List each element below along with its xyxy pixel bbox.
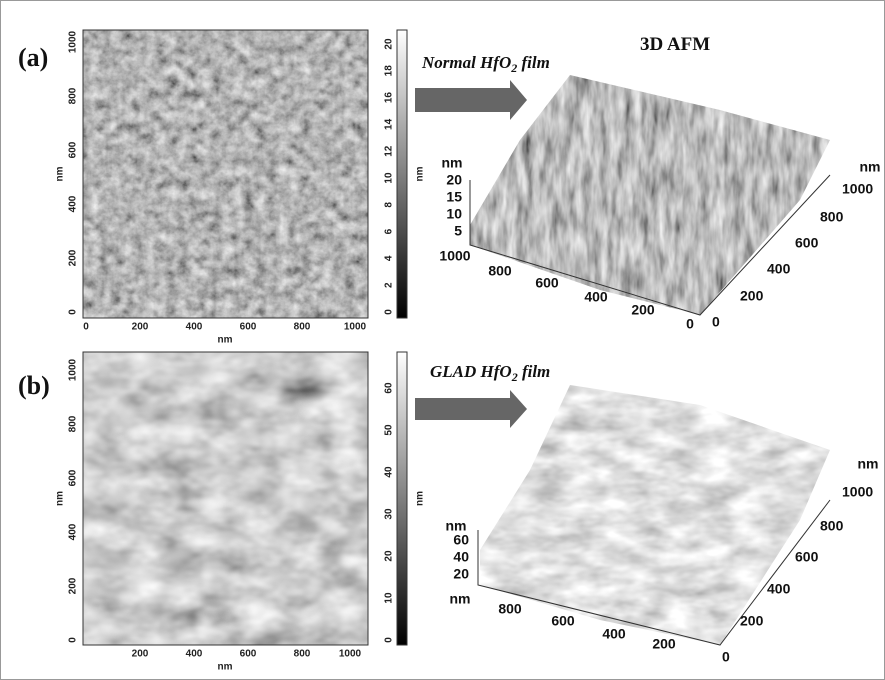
figure: 3D AFM (a)Normal HfO2 film02004006008001… [0, 0, 885, 680]
image-x-tick: 600 [240, 649, 257, 660]
image-x-tick: 200 [132, 322, 149, 333]
image-x-tick: 1000 [339, 649, 362, 660]
surface-z-unit: nm [446, 518, 467, 534]
surface-side-tick: 0 [722, 649, 730, 665]
image-y-unit: nm [55, 166, 66, 181]
image-x-tick: 0 [83, 322, 89, 333]
colorbar [397, 30, 407, 318]
surface-front-tick: 800 [498, 601, 522, 617]
image-x-tick: 600 [240, 322, 257, 333]
colorbar-tick: 0 [384, 637, 395, 643]
surface-z-tick: 10 [446, 206, 462, 222]
colorbar-tick: 50 [384, 424, 395, 436]
image-y-tick: 0 [68, 309, 79, 315]
film-title: GLAD HfO2 film [430, 362, 550, 384]
film-subscript: 2 [510, 61, 517, 75]
image-x-tick: 400 [186, 322, 203, 333]
colorbar-tick: 0 [384, 309, 395, 315]
colorbar-tick: 40 [384, 466, 395, 478]
surface-side-tick: 200 [740, 288, 764, 304]
surface-front-tick: 1000 [439, 248, 470, 264]
surface-front-tick: 800 [488, 263, 512, 279]
surface-front-tick: 600 [551, 613, 575, 629]
colorbar-tick: 20 [384, 550, 395, 562]
surface-side-unit: nm [860, 159, 881, 175]
image-y-tick: 1000 [68, 30, 79, 53]
surface-front-tick: 400 [584, 289, 608, 305]
image-y-tick: 600 [68, 141, 79, 158]
colorbar-tick: 16 [384, 92, 395, 104]
image-y-tick: 400 [68, 523, 79, 540]
image-x-tick: 200 [132, 649, 149, 660]
panel-label: (a) [18, 43, 48, 72]
image-x-tick: 800 [294, 322, 311, 333]
film-subscript: 2 [511, 370, 518, 384]
surface-z-tick: 15 [446, 189, 462, 205]
film-name: GLAD HfO [430, 362, 512, 381]
surface-front-tick: 0 [686, 316, 694, 332]
film-name: Normal HfO [421, 53, 511, 72]
surface-side-tick: 0 [712, 314, 720, 330]
surface-z-tick: 20 [446, 172, 462, 188]
colorbar-unit: nm [415, 491, 426, 506]
colorbar-tick: 10 [384, 172, 395, 184]
surface-front-tick: 600 [535, 275, 559, 291]
film-tail: film [518, 362, 551, 381]
afm-image [83, 30, 368, 318]
surface-z-tick: 60 [453, 532, 469, 548]
surface-side-tick: 400 [767, 581, 791, 597]
surface-side-tick: 600 [795, 549, 819, 565]
colorbar [397, 352, 407, 645]
film-tail: film [517, 53, 550, 72]
colorbar-tick: 20 [384, 38, 395, 50]
film-title: Normal HfO2 film [421, 53, 550, 75]
image-x-tick: 400 [186, 649, 203, 660]
surface-side-tick: 400 [767, 261, 791, 277]
surface-front-tick: 200 [631, 302, 655, 318]
image-y-tick: 200 [68, 249, 79, 266]
image-y-tick: 800 [68, 415, 79, 432]
surface-side-tick: 1000 [842, 181, 873, 197]
afm-image [83, 352, 368, 645]
colorbar-tick: 18 [384, 65, 395, 77]
image-y-tick: 200 [68, 577, 79, 594]
surface-front-unit: nm [450, 591, 471, 607]
image-x-unit: nm [218, 335, 233, 346]
surface-side-tick: 600 [795, 235, 819, 251]
surface-z-tick: 20 [453, 566, 469, 582]
colorbar-tick: 12 [384, 145, 395, 157]
header-title: 3D AFM [640, 34, 710, 55]
colorbar-tick: 8 [384, 202, 395, 208]
colorbar-unit: nm [415, 166, 426, 181]
surface-side-tick: 200 [740, 613, 764, 629]
colorbar-tick: 6 [384, 228, 395, 234]
image-y-tick: 800 [68, 87, 79, 104]
colorbar-tick: 60 [384, 382, 395, 394]
image-x-tick: 1000 [344, 322, 367, 333]
image-y-tick: 0 [68, 637, 79, 643]
image-y-tick: 400 [68, 195, 79, 212]
panel-label: (b) [18, 371, 50, 400]
image-y-unit: nm [55, 491, 66, 506]
surface-front-tick: 200 [652, 636, 676, 652]
surface-z-tick: 5 [454, 223, 462, 239]
image-x-tick: 800 [294, 649, 311, 660]
surface-z-tick: 40 [453, 549, 469, 565]
surface-side-tick: 800 [820, 518, 844, 534]
colorbar-tick: 14 [384, 118, 395, 130]
image-x-unit: nm [218, 662, 233, 673]
surface-side-tick: 1000 [842, 484, 873, 500]
colorbar-tick: 30 [384, 508, 395, 520]
colorbar-tick: 4 [384, 255, 395, 261]
image-y-tick: 1000 [68, 358, 79, 381]
colorbar-tick: 2 [384, 282, 395, 288]
surface-z-unit: nm [442, 155, 463, 171]
image-y-tick: 600 [68, 469, 79, 486]
surface-front-tick: 400 [602, 626, 626, 642]
colorbar-tick: 10 [384, 592, 395, 604]
surface-side-unit: nm [858, 456, 879, 472]
surface-side-tick: 800 [820, 209, 844, 225]
